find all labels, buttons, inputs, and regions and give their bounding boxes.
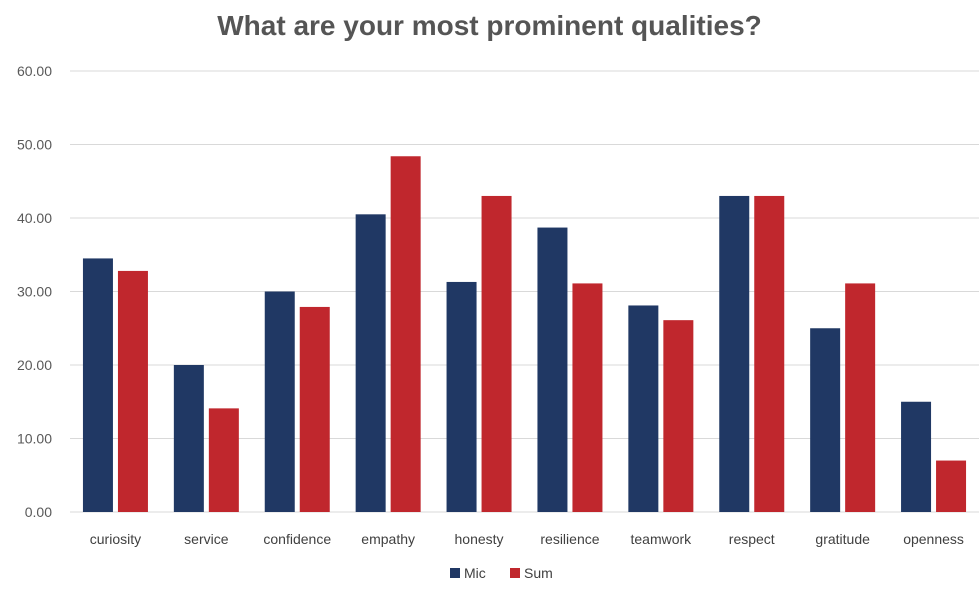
x-tick-label: respect — [729, 531, 775, 547]
bar-sum — [754, 195, 785, 512]
y-tick-label: 40.00 — [17, 210, 52, 226]
x-tick-label: empathy — [361, 531, 415, 547]
bar-mic — [901, 401, 932, 512]
x-tick-label: openness — [903, 531, 964, 547]
bar-sum — [208, 408, 239, 512]
bar-mic — [355, 214, 386, 512]
legend-label: Mic — [464, 565, 486, 581]
bar-sum — [663, 320, 694, 512]
bar-mic — [628, 305, 659, 512]
y-tick-label: 30.00 — [17, 284, 52, 300]
bar-sum — [299, 306, 330, 512]
legend-swatch — [450, 568, 460, 578]
bar-sum — [481, 195, 512, 512]
y-tick-label: 20.00 — [17, 357, 52, 373]
chart-title: What are your most prominent qualities? — [217, 10, 762, 41]
bar-mic — [537, 227, 568, 512]
bar-mic — [446, 281, 477, 512]
bar-sum — [117, 270, 148, 512]
x-tick-label: service — [184, 531, 229, 547]
bar-mic — [264, 291, 295, 512]
x-tick-label: honesty — [455, 531, 504, 547]
bar-mic — [82, 258, 113, 512]
y-tick-label: 0.00 — [25, 504, 52, 520]
x-tick-label: confidence — [263, 531, 331, 547]
bar-sum — [572, 283, 603, 512]
y-tick-label: 10.00 — [17, 431, 52, 447]
y-tick-label: 50.00 — [17, 137, 52, 153]
x-tick-label: gratitude — [815, 531, 870, 547]
x-tick-label: resilience — [540, 531, 599, 547]
bar-sum — [936, 460, 967, 512]
bar-sum — [390, 156, 421, 512]
bar-mic — [810, 328, 841, 512]
x-tick-label: curiosity — [90, 531, 141, 547]
bar-mic — [173, 365, 204, 512]
legend-label: Sum — [524, 565, 553, 581]
bar-mic — [719, 195, 750, 512]
legend-swatch — [510, 568, 520, 578]
bar-sum — [845, 283, 876, 512]
x-tick-label: teamwork — [631, 531, 693, 547]
y-tick-label: 60.00 — [17, 63, 52, 79]
